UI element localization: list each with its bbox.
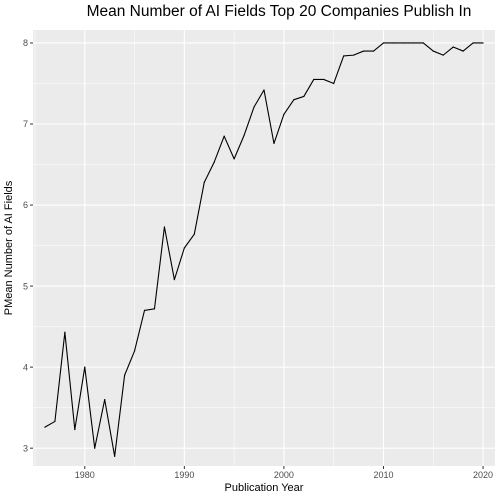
- data-point: [213, 161, 215, 163]
- data-point: [233, 158, 235, 160]
- data-point: [153, 308, 156, 310]
- data-point: [114, 455, 116, 457]
- x-tick-label: 1990: [174, 470, 194, 480]
- data-point: [223, 135, 225, 137]
- data-point: [353, 54, 355, 56]
- y-tick-label: 7: [23, 119, 28, 129]
- data-point: [293, 99, 295, 101]
- x-tick-label: 1980: [75, 470, 95, 480]
- data-point: [283, 113, 285, 115]
- data-point: [432, 50, 434, 52]
- data-point: [333, 82, 335, 85]
- data-point: [382, 42, 385, 44]
- y-tick-label: 8: [23, 38, 28, 48]
- data-point: [253, 106, 255, 108]
- y-tick-label: 6: [23, 200, 28, 210]
- data-point: [124, 374, 126, 376]
- data-point: [133, 350, 136, 352]
- data-point: [203, 181, 205, 183]
- y-tick-label: 3: [23, 443, 28, 453]
- data-point: [74, 428, 76, 431]
- data-point: [362, 50, 365, 52]
- data-point: [104, 398, 106, 401]
- data-point: [54, 420, 56, 423]
- data-point: [442, 54, 444, 56]
- plot-panel: [33, 30, 495, 466]
- data-point: [173, 279, 175, 281]
- y-tick-label: 4: [23, 362, 28, 372]
- data-point: [402, 42, 404, 44]
- data-point: [422, 42, 424, 44]
- x-tick-label: 2010: [373, 470, 393, 480]
- data-point: [44, 426, 46, 428]
- y-axis: 3 4 5 6 7 8: [23, 38, 33, 453]
- data-point: [84, 366, 86, 368]
- data-point: [143, 309, 146, 312]
- data-point: [303, 95, 305, 98]
- data-point: [273, 142, 275, 145]
- series-group: [44, 42, 484, 457]
- data-point: [243, 134, 245, 136]
- data-point: [313, 78, 315, 81]
- x-axis-label: Publication Year: [225, 482, 304, 494]
- data-point: [452, 46, 454, 48]
- x-tick-label: 2020: [473, 470, 493, 480]
- data-point: [193, 233, 195, 235]
- data-point: [482, 42, 484, 44]
- x-tick-label: 2000: [274, 470, 294, 480]
- data-point: [462, 50, 464, 52]
- data-point: [392, 42, 395, 44]
- data-point: [472, 42, 474, 44]
- data-point: [94, 447, 96, 449]
- x-axis: 1980 1990 2000 2010 2020: [75, 466, 493, 480]
- y-tick-label: 5: [23, 281, 28, 291]
- data-point: [263, 89, 265, 91]
- chart-title: Mean Number of AI Fields Top 20 Companie…: [87, 3, 472, 20]
- minor-gridlines: [33, 30, 495, 466]
- data-point: [163, 226, 166, 228]
- major-gridlines: [33, 30, 495, 466]
- data-point: [64, 331, 66, 333]
- data-point: [372, 50, 375, 52]
- data-point: [343, 55, 345, 57]
- y-axis-label: PMean Number of AI Fields: [3, 180, 15, 315]
- data-point: [183, 247, 185, 249]
- data-point: [412, 42, 414, 44]
- data-point: [323, 78, 325, 81]
